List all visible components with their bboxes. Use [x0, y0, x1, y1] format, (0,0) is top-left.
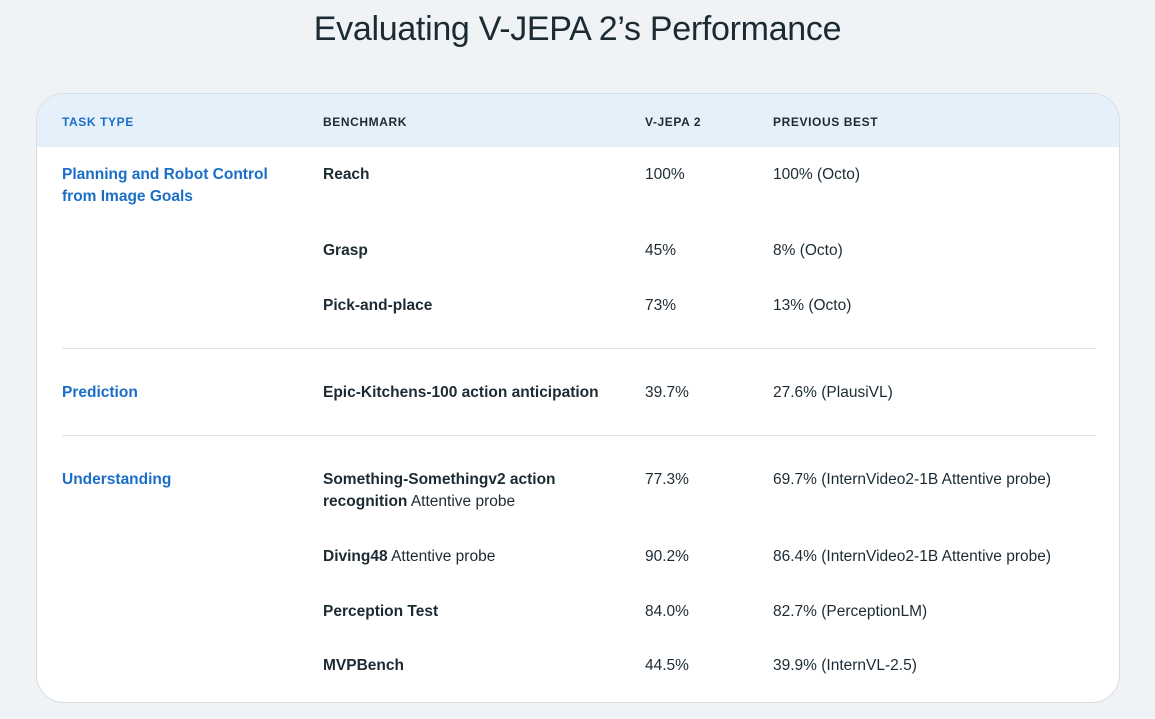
previous-best-score: 8% (Octo) [773, 242, 843, 259]
header-task-type: TASK TYPE [62, 115, 134, 129]
task-prediction: Prediction [62, 384, 138, 401]
group-divider [62, 435, 1096, 436]
vjepa2-score: 45% [645, 242, 677, 259]
table-row-benchmark: Pick-and-place [323, 295, 633, 317]
previous-best-score: 13% (Octo) [773, 297, 852, 314]
table-row-benchmark: Something-Somethingv2 action recognition… [323, 469, 613, 513]
table-row-benchmark: Epic-Kitchens-100 action anticipation [323, 382, 633, 404]
vjepa2-score: 90.2% [645, 548, 689, 565]
header-vjepa2: V-JEPA 2 [645, 115, 702, 129]
results-table: TASK TYPE BENCHMARK V-JEPA 2 PREVIOUS BE… [36, 93, 1120, 703]
table-row-benchmark: Grasp [323, 240, 633, 262]
table-row-benchmark: Diving48 Attentive probe [323, 546, 633, 568]
group-divider [62, 348, 1096, 349]
benchmark-note: Attentive probe [410, 493, 516, 510]
previous-best-score: 86.4% (InternVideo2-1B Attentive probe) [773, 548, 1052, 565]
benchmark-name: Something-Somethingv2 action recognition [323, 471, 556, 510]
previous-best-score: 100% (Octo) [773, 166, 861, 183]
task-planning-robot-control: Planning and Robot Control from Image Go… [62, 166, 268, 205]
benchmark-name: Pick-and-place [323, 297, 433, 314]
header-benchmark: BENCHMARK [323, 115, 408, 129]
vjepa2-score: 44.5% [645, 657, 689, 674]
page-title: Evaluating V-JEPA 2’s Performance [313, 10, 842, 48]
table-header: TASK TYPE BENCHMARK V-JEPA 2 PREVIOUS BE… [37, 94, 1119, 147]
vjepa2-score: 73% [645, 297, 677, 314]
previous-best-score: 27.6% (PlausiVL) [773, 384, 893, 401]
previous-best-score: 39.9% (InternVL-2.5) [773, 657, 917, 674]
vjepa2-score: 39.7% [645, 384, 689, 401]
table-row-benchmark: MVPBench [323, 655, 633, 677]
vjepa2-score: 100% [645, 166, 685, 183]
previous-best-score: 82.7% (PerceptionLM) [773, 603, 928, 620]
table-row-benchmark: Perception Test [323, 601, 633, 623]
benchmark-name: MVPBench [323, 657, 404, 674]
benchmark-note: Attentive probe [391, 548, 496, 565]
vjepa2-score: 84.0% [645, 603, 689, 620]
table-row-benchmark: Reach [323, 164, 633, 186]
benchmark-name: Diving48 [323, 548, 388, 565]
benchmark-name: Perception Test [323, 603, 439, 620]
task-understanding: Understanding [62, 471, 172, 488]
header-previous-best: PREVIOUS BEST [773, 115, 879, 129]
benchmark-name: Reach [323, 166, 370, 183]
benchmark-name: Grasp [323, 242, 368, 259]
previous-best-score: 69.7% (InternVideo2-1B Attentive probe) [773, 471, 1052, 488]
benchmark-name: Epic-Kitchens-100 action anticipation [323, 384, 599, 401]
vjepa2-score: 77.3% [645, 471, 689, 488]
